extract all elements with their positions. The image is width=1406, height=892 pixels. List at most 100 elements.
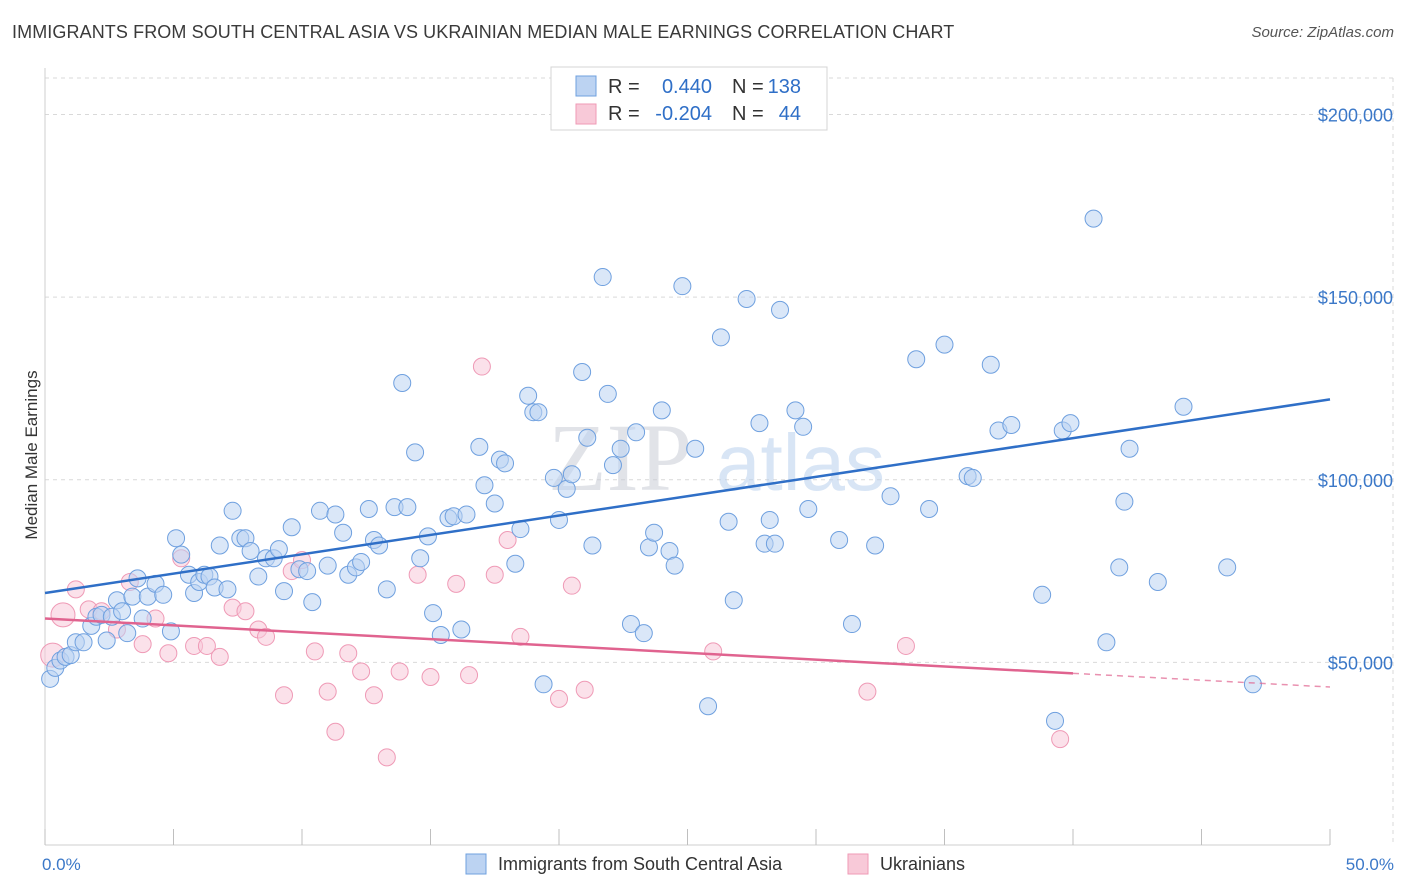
south-central-asia-point-128 [1061,414,1080,433]
south-central-asia-point-90 [621,615,640,634]
south-central-asia-point-101 [711,328,730,347]
south-central-asia-point-40 [275,582,294,601]
y-tick-label-3: $200,000 [1318,106,1393,126]
south-central-asia-point-135 [1174,397,1193,416]
south-central-asia-point-100 [699,697,718,716]
south-central-asia-point-85 [583,536,602,555]
bottom-legend: Immigrants from South Central Asia Ukrai… [465,853,965,875]
ukrainians-point-36 [511,627,530,646]
ukrainians-point-28 [390,662,409,681]
south-central-asia-point-70 [485,494,504,513]
ukrainians-point-34 [485,565,504,584]
south-central-asia-point-47 [326,505,345,524]
south-central-asia-point-122 [981,355,1000,374]
south-central-asia-point-86 [593,268,612,287]
bottom-legend-swatch-blue [465,853,487,875]
south-central-asia-point-32 [223,501,242,520]
ukrainians-point-18 [275,686,294,705]
ukrainians-point-24 [339,644,358,663]
south-central-asia-point-129 [1084,209,1103,228]
south-central-asia-point-21 [161,622,180,641]
south-central-asia-point-105 [750,414,769,433]
south-central-asia-point-57 [393,373,412,392]
south-central-asia-point-103 [724,591,743,610]
bottom-legend-label-blue: Immigrants from South Central Asia [498,854,783,874]
south-central-asia-point-68 [470,437,489,456]
south-central-asia-point-54 [370,536,389,555]
south-central-asia-point-30 [210,536,229,555]
south-central-asia-point-78 [534,675,553,694]
ukrainians-point-39 [575,680,594,699]
south-central-asia-point-133 [1120,439,1139,458]
y-axis-label: Median Male Earnings [22,370,41,539]
south-central-asia-point-15 [123,587,142,606]
south-central-asia-point-95 [652,401,671,420]
south-central-asia-point-31 [218,580,237,599]
ukrainians-point-13 [210,647,229,666]
ukrainians-point-42 [896,636,915,655]
south-central-asia-point-22 [167,529,186,548]
south-central-asia-point-14 [118,624,137,643]
ukrainians-point-17 [257,627,276,646]
south-central-asia-point-108 [765,534,784,553]
south-central-asia-point-88 [603,456,622,475]
south-central-asia-point-48 [334,523,353,542]
legend-r-value-1: 0.440 [662,76,712,98]
legend-n-label-1: N = [732,76,764,98]
south-central-asia-point-60 [411,549,430,568]
south-central-asia-point-111 [794,417,813,436]
south-central-asia-point-115 [866,536,885,555]
ukrainians-point-15 [236,602,255,621]
south-central-asia-point-91 [627,423,646,442]
south-central-asia-point-99 [686,439,705,458]
ukrainians-point-12 [197,636,216,655]
y-tick-labels: $50,000 $100,000 $150,000 $200,000 [1318,106,1393,674]
south-central-asia-point-67 [457,505,476,524]
ukrainians-point-29 [408,565,427,584]
trend-lines [44,398,1331,688]
y-tick-label-2: $150,000 [1318,288,1393,308]
south-central-asia-point-66 [452,620,471,639]
south-central-asia-point-114 [842,615,861,634]
south-central-asia-point-6 [74,633,93,652]
south-central-asia-point-72 [496,454,515,473]
ukrainians-point-22 [318,682,337,701]
south-central-asia-point-36 [249,567,268,586]
south-central-asia-point-20 [154,585,173,604]
south-central-asia-point-134 [1148,573,1167,592]
ukrainians-point-25 [352,662,371,681]
ukrainians-point-30 [421,667,440,686]
south-central-asia-point-87 [598,384,617,403]
ukrainians-point-23 [326,722,345,741]
legend-swatch-blue [575,75,597,97]
south-central-asia-point-41 [282,518,301,537]
chart-title: IMMIGRANTS FROM SOUTH CENTRAL ASIA VS UK… [12,22,955,42]
south-central-asia-point-77 [529,403,548,422]
ukrainians-point-1 [50,602,76,628]
ukrainians-point-38 [562,576,581,595]
south-central-asia-point-118 [920,499,939,518]
south-central-asia-point-82 [562,465,581,484]
x-tick-labels: 0.0% 50.0% [42,855,1394,874]
south-central-asia-point-84 [578,428,597,447]
south-central-asia-point-121 [963,468,982,487]
south-central-asia-point-131 [1110,558,1129,577]
south-central-asia-point-44 [303,593,322,612]
south-central-asia-point-113 [830,531,849,550]
south-central-asia-point-117 [907,350,926,369]
south-central-asia-point-83 [573,363,592,382]
south-central-asia-point-10 [97,631,116,650]
south-central-asia-point-102 [719,512,738,531]
south-central-asia-point-59 [406,443,425,462]
ukrainians-point-31 [447,574,466,593]
south-central-asia-point-35 [241,541,260,560]
south-central-asia-point-126 [1046,711,1065,730]
south-central-asia-point-109 [771,300,790,319]
south-central-asia-point-98 [673,277,692,296]
south-central-asia-point-51 [352,552,371,571]
legend-n-label-2: N = [732,103,764,125]
south-central-asia-point-46 [318,556,337,575]
y-tick-label-0: $50,000 [1328,653,1393,673]
south-central-asia-point-119 [935,335,954,354]
